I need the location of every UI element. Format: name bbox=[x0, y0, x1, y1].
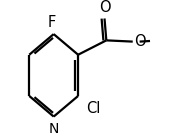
Text: F: F bbox=[48, 15, 56, 30]
Text: N: N bbox=[48, 122, 59, 136]
Text: O: O bbox=[134, 34, 145, 49]
Text: O: O bbox=[99, 0, 110, 15]
Text: Cl: Cl bbox=[86, 101, 101, 116]
